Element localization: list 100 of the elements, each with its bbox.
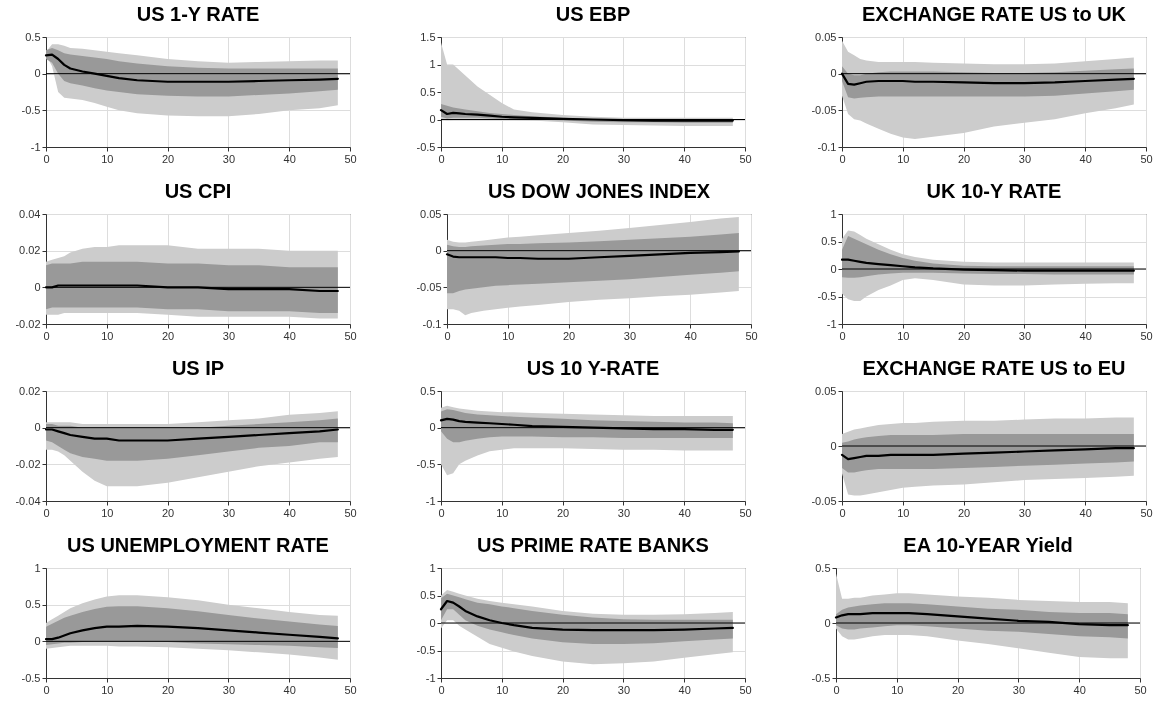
y-tick-label: -0.05 xyxy=(811,103,837,116)
y-tick-label: 0.5 xyxy=(815,561,831,574)
y-tick-label: -0.5 xyxy=(21,671,41,684)
x-tick-label: 0 xyxy=(43,329,50,342)
x-tick-label: 40 xyxy=(684,329,697,342)
x-tick-label: 30 xyxy=(222,329,236,342)
y-tick-label: 0.05 xyxy=(815,384,837,397)
y-tick-label: 0.5 xyxy=(420,384,436,397)
x-tick-label: 30 xyxy=(1018,506,1032,519)
x-tick-label: 0 xyxy=(839,329,846,342)
x-tick-label: 20 xyxy=(556,506,570,519)
x-tick-label: 50 xyxy=(344,329,357,342)
y-tick-label: 0 xyxy=(429,421,436,434)
x-tick-label: 50 xyxy=(739,152,752,165)
chart-title: EXCHANGE RATE US to UK xyxy=(861,3,1127,25)
x-tick-label: 0 xyxy=(839,152,846,165)
x-tick-label: 50 xyxy=(745,329,758,342)
y-tick-label: -1 xyxy=(30,140,41,153)
chart-title: US 10 Y-RATE xyxy=(526,357,660,379)
y-tick-label: 0.5 xyxy=(821,235,837,247)
x-tick-label: 10 xyxy=(502,329,515,342)
x-tick-label: 30 xyxy=(617,683,631,696)
chart-title: EA 10-YEAR Yield xyxy=(903,534,1073,556)
x-tick-label: 40 xyxy=(283,506,296,519)
y-tick-label: 0.5 xyxy=(420,85,436,98)
x-tick-label: 30 xyxy=(1012,683,1026,696)
x-tick-label: 40 xyxy=(678,506,691,519)
x-tick-label: 50 xyxy=(739,683,752,696)
x-tick-label: 50 xyxy=(344,683,357,696)
x-tick-label: 20 xyxy=(562,329,576,342)
x-tick-label: 20 xyxy=(957,329,971,342)
x-tick-label: 40 xyxy=(1073,683,1086,696)
y-tick-label: -1 xyxy=(826,317,837,330)
x-tick-label: 30 xyxy=(222,152,236,165)
y-tick-label: 0 xyxy=(34,421,41,434)
x-tick-label: 10 xyxy=(891,683,904,696)
y-tick-label: 0 xyxy=(429,113,436,125)
y-tick-label: 0 xyxy=(830,439,837,452)
y-tick-label: 0 xyxy=(435,244,442,257)
y-tick-label: 1.5 xyxy=(420,30,436,43)
x-tick-label: 10 xyxy=(897,506,910,519)
chart-title: US IP xyxy=(171,357,225,379)
y-tick-label: 0 xyxy=(34,280,41,293)
x-tick-label: 30 xyxy=(617,152,631,165)
x-tick-label: 30 xyxy=(222,506,236,519)
x-tick-label: 40 xyxy=(1079,329,1092,342)
x-tick-label: 50 xyxy=(1140,329,1153,342)
x-tick-label: 40 xyxy=(678,152,691,165)
x-tick-label: 20 xyxy=(951,683,965,696)
y-tick-label: -0.05 xyxy=(416,280,442,293)
y-tick-label: 0.5 xyxy=(25,598,41,611)
y-tick-label: -0.05 xyxy=(811,494,837,507)
x-tick-label: 40 xyxy=(678,683,691,696)
y-tick-label: 0.05 xyxy=(420,207,442,220)
x-tick-label: 20 xyxy=(556,152,570,165)
y-tick-label: 0.02 xyxy=(19,384,41,397)
y-tick-label: 0 xyxy=(34,67,41,80)
x-tick-label: 10 xyxy=(897,152,910,165)
x-tick-label: 30 xyxy=(222,683,236,696)
y-tick-label: 0 xyxy=(830,67,837,80)
x-tick-label: 30 xyxy=(623,329,637,342)
y-tick-label: 0 xyxy=(34,634,41,647)
y-tick-label: -0.5 xyxy=(416,140,436,153)
y-tick-label: -0.02 xyxy=(15,317,41,330)
x-tick-label: 0 xyxy=(43,506,50,519)
y-tick-label: -0.1 xyxy=(817,140,837,153)
x-tick-label: 50 xyxy=(344,152,357,165)
x-tick-label: 20 xyxy=(556,683,570,696)
x-tick-label: 0 xyxy=(444,329,451,342)
x-tick-label: 20 xyxy=(957,506,971,519)
x-tick-label: 40 xyxy=(283,683,296,696)
y-tick-label: 1 xyxy=(429,561,436,574)
chart-title: US CPI xyxy=(164,180,232,202)
y-tick-label: -1 xyxy=(425,671,436,684)
chart-title: UK 10-Y RATE xyxy=(926,180,1062,202)
y-tick-label: 0.5 xyxy=(420,589,436,601)
y-tick-label: -0.5 xyxy=(811,671,831,684)
x-tick-label: 40 xyxy=(1079,152,1092,165)
chart-title: US PRIME RATE BANKS xyxy=(477,534,709,556)
y-tick-label: -0.1 xyxy=(422,317,442,330)
x-tick-label: 50 xyxy=(1140,152,1153,165)
chart-title: EXCHANGE RATE US to EU xyxy=(862,357,1126,379)
x-tick-label: 0 xyxy=(43,152,50,165)
x-tick-label: 40 xyxy=(283,329,296,342)
x-tick-label: 20 xyxy=(161,152,175,165)
y-tick-label: -0.5 xyxy=(21,103,41,116)
x-tick-label: 20 xyxy=(161,329,175,342)
x-tick-label: 30 xyxy=(1018,152,1032,165)
x-tick-label: 40 xyxy=(283,152,296,165)
x-tick-label: 10 xyxy=(496,683,509,696)
y-tick-label: -0.5 xyxy=(416,644,436,656)
x-tick-label: 30 xyxy=(1018,329,1032,342)
x-tick-label: 50 xyxy=(1134,683,1147,696)
y-tick-label: 0.5 xyxy=(25,30,41,43)
x-tick-label: 10 xyxy=(101,152,114,165)
chart-title: US UNEMPLOYMENT RATE xyxy=(67,534,329,556)
y-tick-label: 0.02 xyxy=(19,244,41,257)
x-tick-label: 10 xyxy=(897,329,910,342)
y-tick-label: -0.02 xyxy=(15,457,41,470)
y-tick-label: 0 xyxy=(824,616,831,629)
